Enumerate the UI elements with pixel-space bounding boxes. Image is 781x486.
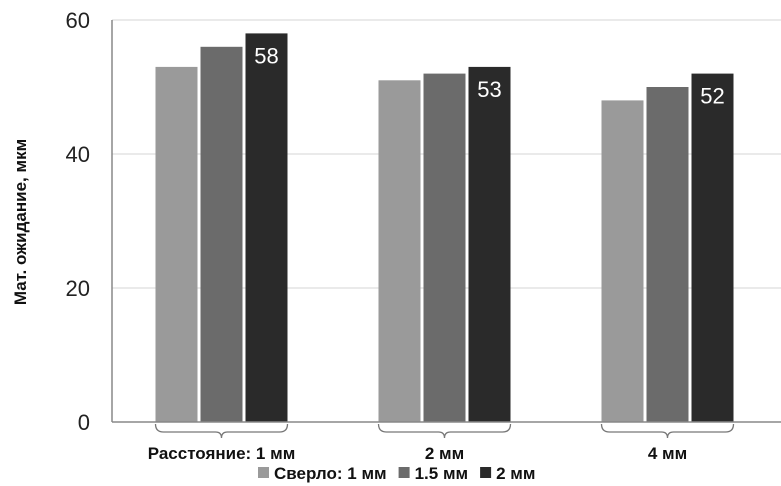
category-bracket [600,423,735,439]
bar [378,80,421,423]
data-labels: 58 53 52 [254,43,724,108]
x-category-label: 2 мм [425,444,464,463]
legend-swatch [258,467,269,478]
legend-label: 1.5 мм [415,464,469,483]
bars [155,33,734,423]
category-bracket [154,423,289,439]
legend-swatch [480,467,492,478]
legend-label: Сверло: 1 мм [274,464,387,483]
category-bracket [377,423,512,439]
y-axis-ticks: 0 20 40 60 [66,8,90,435]
y-axis-label: Мат. ожидание, мкм [11,139,30,305]
bar [200,46,243,423]
y-tick-label: 0 [78,410,90,435]
data-label: 52 [700,84,724,109]
x-category-label: 4 мм [648,444,687,463]
bar [245,33,288,423]
y-tick-label: 20 [66,276,90,301]
x-category-label: Расстояние: 1 мм [148,444,296,463]
data-label: 53 [477,77,501,102]
bar [601,100,644,423]
legend-swatch [398,467,410,478]
category-brackets [154,423,735,439]
y-tick-label: 40 [66,142,90,167]
legend-label: 2 мм [496,464,535,483]
y-tick-label: 60 [66,8,90,33]
x-axis-categories: Расстояние: 1 мм 2 мм 4 мм [148,444,687,463]
data-label: 58 [254,43,278,68]
bar [468,66,511,423]
bar [691,73,734,422]
legend: Сверло: 1 мм 1.5 мм 2 мм [258,464,535,483]
bar [155,66,198,423]
bar [646,87,689,422]
bar [423,73,466,422]
